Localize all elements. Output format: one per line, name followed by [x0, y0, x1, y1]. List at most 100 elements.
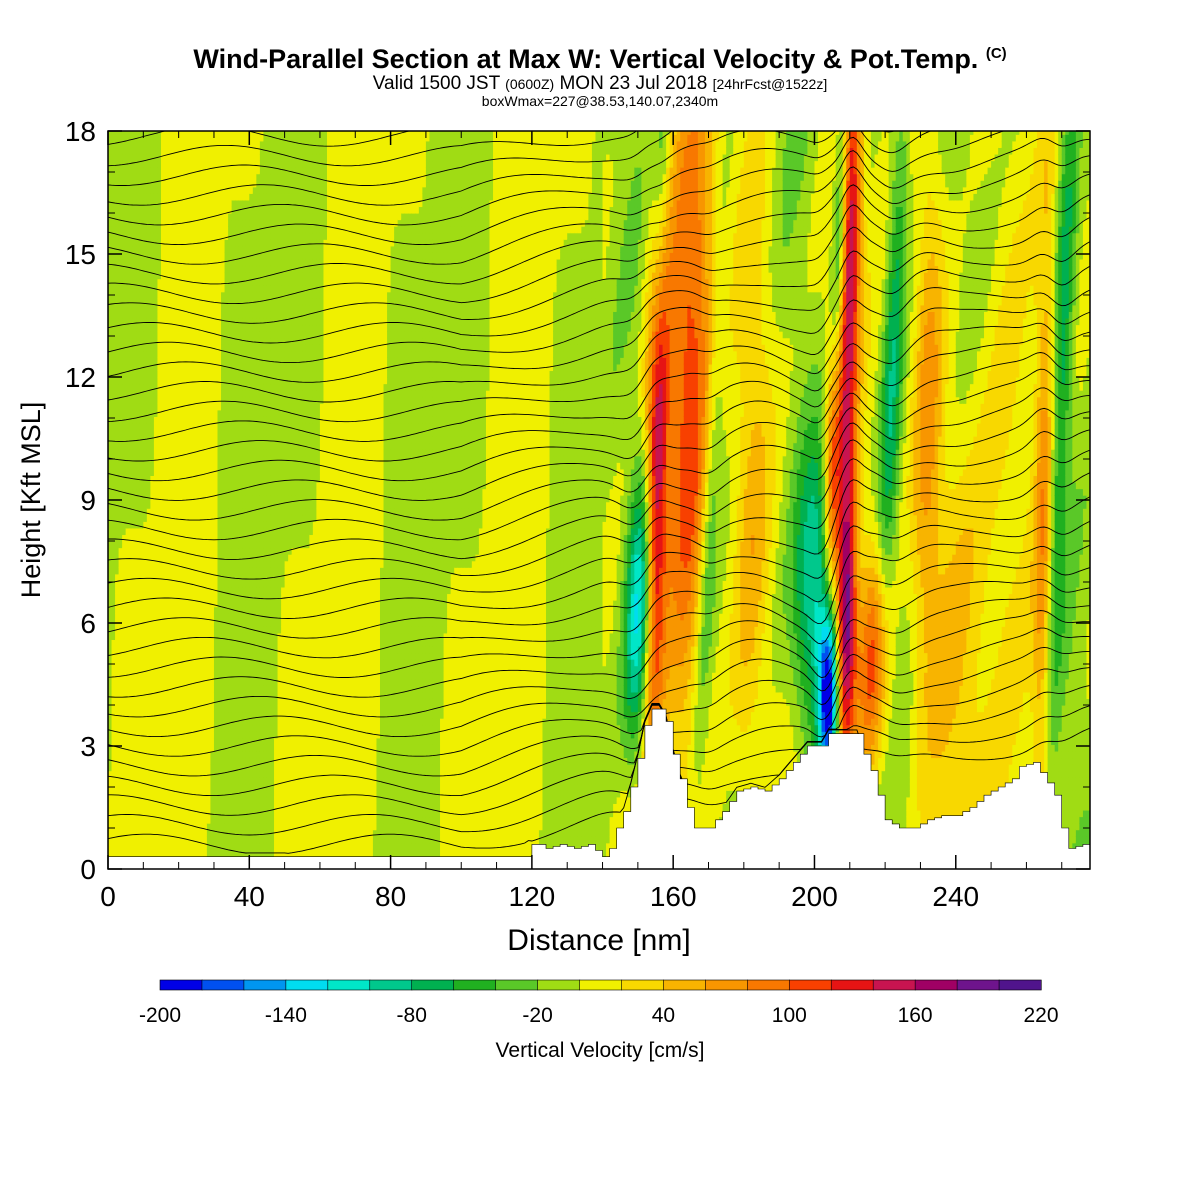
- w-cell: [189, 698, 193, 705]
- w-cell: [112, 803, 116, 810]
- w-cell: [136, 482, 140, 489]
- w-cell: [115, 272, 119, 279]
- w-cell: [203, 259, 207, 266]
- w-cell: [210, 738, 214, 745]
- w-cell: [147, 790, 151, 797]
- w-cell: [200, 528, 204, 535]
- w-cell: [165, 161, 169, 168]
- w-cell: [196, 331, 200, 338]
- w-cell: [154, 259, 158, 266]
- w-cell: [147, 849, 151, 856]
- w-cell: [193, 134, 197, 141]
- w-cell: [154, 456, 158, 463]
- w-cell: [129, 305, 133, 312]
- w-cell: [122, 213, 126, 220]
- w-cell: [172, 580, 176, 587]
- w-cell: [161, 331, 165, 338]
- w-cell: [175, 515, 179, 522]
- w-cell: [126, 475, 130, 482]
- w-cell: [136, 679, 140, 686]
- w-cell: [119, 574, 123, 581]
- w-cell: [122, 469, 126, 476]
- w-cell: [179, 639, 183, 646]
- w-cell: [182, 725, 186, 732]
- w-cell: [165, 731, 169, 738]
- w-cell: [186, 508, 190, 515]
- w-cell: [179, 508, 183, 515]
- w-cell: [179, 810, 183, 817]
- w-cell: [196, 193, 200, 200]
- w-cell: [210, 489, 214, 496]
- w-cell: [161, 593, 165, 600]
- w-cell: [196, 187, 200, 194]
- w-cell: [175, 410, 179, 417]
- w-cell: [168, 377, 172, 384]
- w-cell: [203, 311, 207, 318]
- w-cell: [179, 462, 183, 469]
- w-cell: [161, 508, 165, 515]
- w-cell: [147, 580, 151, 587]
- w-cell: [136, 279, 140, 286]
- w-cell: [126, 567, 130, 574]
- w-cell: [186, 502, 190, 509]
- w-cell: [200, 338, 204, 345]
- w-cell: [112, 718, 116, 725]
- w-cell: [196, 666, 200, 673]
- w-cell: [150, 449, 154, 456]
- w-cell: [112, 338, 116, 345]
- w-cell: [196, 561, 200, 568]
- w-cell: [147, 397, 151, 404]
- w-cell: [133, 528, 137, 535]
- w-cell: [189, 161, 193, 168]
- w-cell: [186, 279, 190, 286]
- w-cell: [129, 147, 133, 154]
- w-cell: [133, 193, 137, 200]
- w-cell: [147, 331, 151, 338]
- w-cell: [126, 731, 130, 738]
- w-cell: [182, 161, 186, 168]
- w-cell: [203, 384, 207, 391]
- w-cell: [140, 580, 144, 587]
- w-cell: [179, 489, 183, 496]
- w-cell: [154, 705, 158, 712]
- w-cell: [140, 259, 144, 266]
- w-cell: [207, 384, 211, 391]
- w-cell: [189, 757, 193, 764]
- w-cell: [186, 233, 190, 240]
- w-cell: [122, 567, 126, 574]
- w-cell: [126, 705, 130, 712]
- w-cell: [175, 436, 179, 443]
- w-cell: [126, 292, 130, 299]
- w-cell: [175, 843, 179, 850]
- w-cell: [112, 810, 116, 817]
- w-cell: [147, 620, 151, 627]
- w-cell: [126, 443, 130, 450]
- w-cell: [154, 167, 158, 174]
- w-cell: [200, 285, 204, 292]
- w-cell: [210, 744, 214, 751]
- w-cell: [196, 364, 200, 371]
- w-cell: [179, 193, 183, 200]
- w-cell: [161, 495, 165, 502]
- w-cell: [136, 744, 140, 751]
- w-cell: [165, 502, 169, 509]
- w-cell: [186, 193, 190, 200]
- w-cell: [196, 482, 200, 489]
- w-cell: [210, 403, 214, 410]
- w-cell: [154, 836, 158, 843]
- w-cell: [150, 469, 154, 476]
- w-cell: [154, 325, 158, 332]
- w-cell: [150, 725, 154, 732]
- w-cell: [115, 718, 119, 725]
- w-cell: [143, 725, 147, 732]
- w-cell: [133, 456, 137, 463]
- w-cell: [193, 443, 197, 450]
- w-cell: [157, 213, 161, 220]
- w-cell: [157, 206, 161, 213]
- w-cell: [133, 580, 137, 587]
- w-cell: [115, 797, 119, 804]
- w-cell: [210, 600, 214, 607]
- w-cell: [112, 167, 116, 174]
- w-cell: [136, 810, 140, 817]
- w-cell: [168, 797, 172, 804]
